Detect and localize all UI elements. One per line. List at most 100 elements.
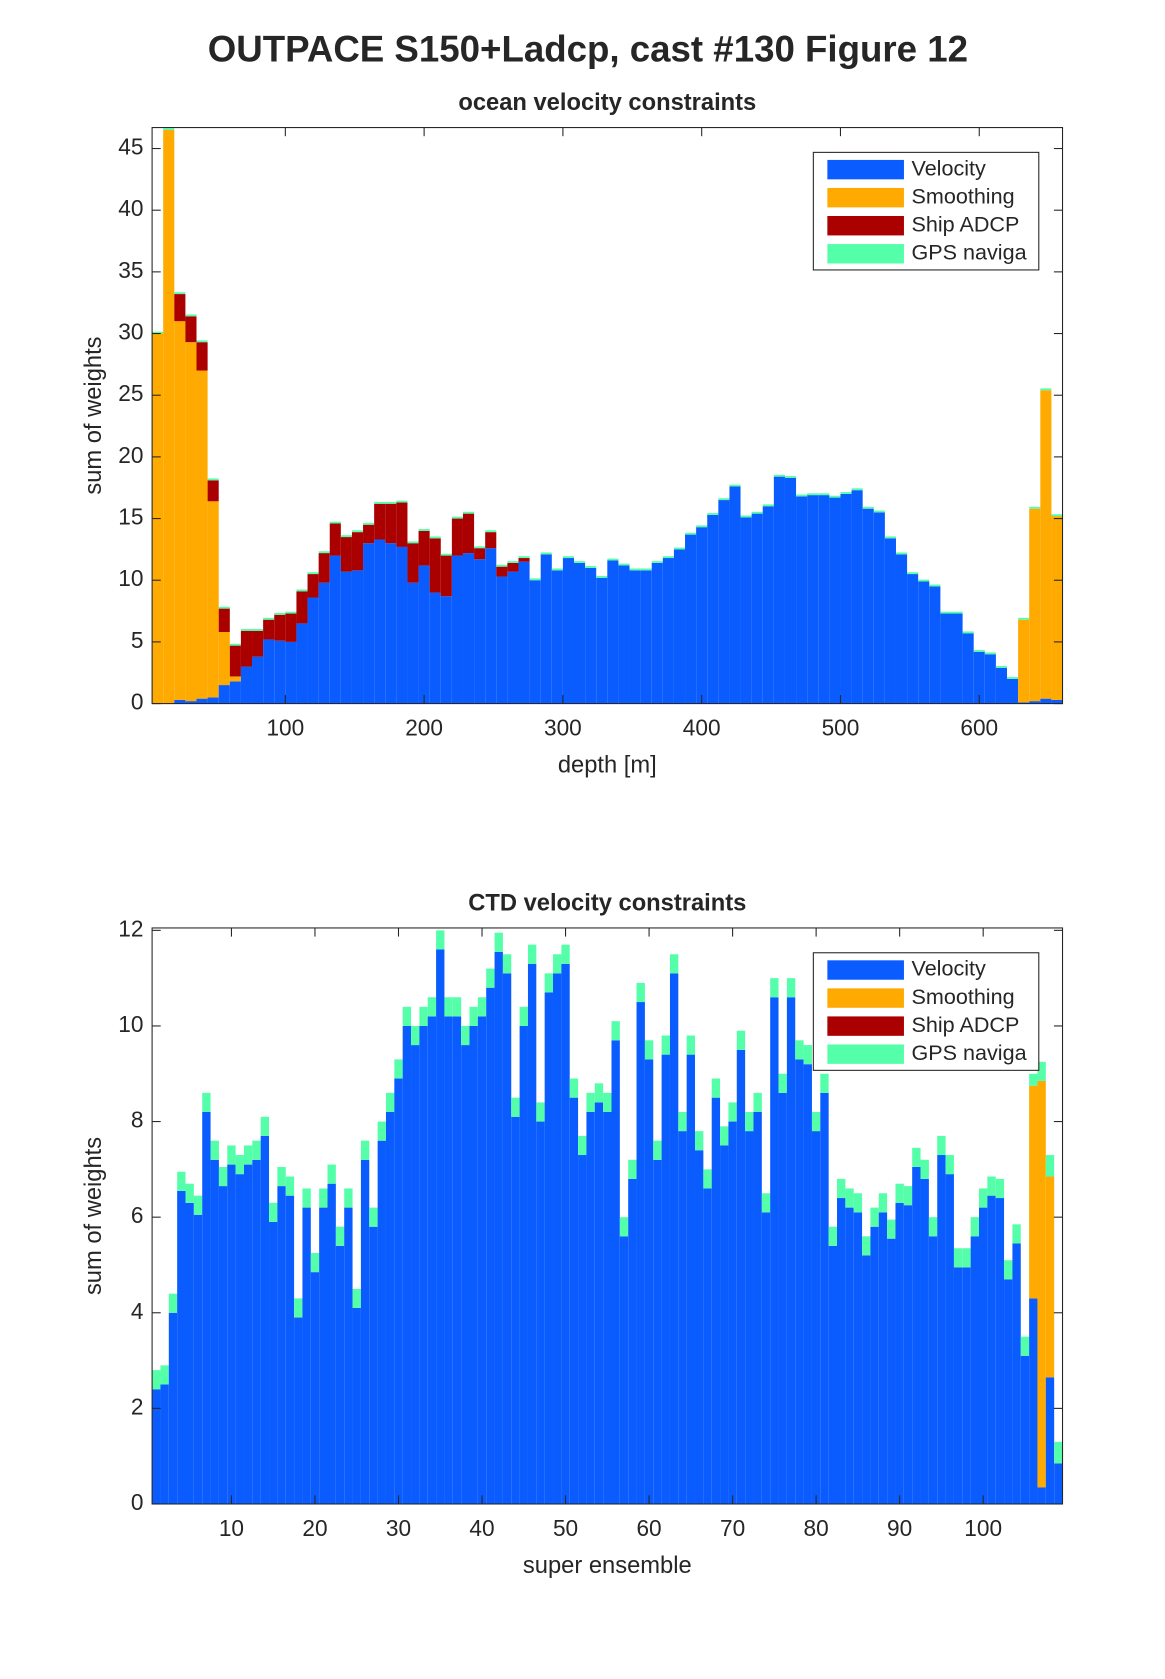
bar-segment bbox=[884, 536, 896, 539]
bar-segment bbox=[561, 944, 570, 964]
bar-segment bbox=[310, 1272, 320, 1504]
bar-segment bbox=[469, 1006, 478, 1026]
bar-segment bbox=[544, 973, 554, 993]
bar-segment bbox=[485, 548, 497, 704]
bar-segment bbox=[594, 1083, 604, 1103]
bar-segment bbox=[661, 1035, 670, 1055]
bar-segment bbox=[884, 538, 896, 704]
bar-segment bbox=[436, 949, 445, 1504]
bar-segment bbox=[218, 632, 230, 686]
axes-box bbox=[151, 927, 1064, 1505]
bar-segment bbox=[385, 1092, 395, 1112]
bar-segment bbox=[1051, 516, 1063, 700]
bar-segment bbox=[196, 340, 208, 343]
x-axis-label: super ensemble bbox=[523, 1553, 692, 1579]
bar-segment bbox=[229, 645, 241, 677]
bar-segment bbox=[803, 1045, 812, 1065]
bar-segment bbox=[619, 1217, 629, 1237]
bar-segment bbox=[518, 558, 530, 562]
bar-segment bbox=[352, 1307, 361, 1504]
bar-segment bbox=[307, 572, 319, 575]
bar-segment bbox=[773, 474, 785, 477]
bar-segment bbox=[363, 524, 375, 544]
bar-segment bbox=[862, 508, 874, 704]
bar-segment bbox=[720, 1145, 729, 1504]
y-tick-label: 15 bbox=[118, 504, 143, 530]
bar-segment bbox=[360, 1159, 370, 1504]
bar-segment bbox=[586, 1092, 595, 1112]
bar-segment bbox=[260, 1135, 270, 1504]
bar-segment bbox=[596, 577, 608, 704]
bar-segment bbox=[486, 968, 495, 988]
bar-segment bbox=[477, 997, 487, 1017]
bar-segment bbox=[411, 1025, 420, 1046]
bar-segment bbox=[1018, 702, 1030, 704]
bar-segment bbox=[285, 1195, 295, 1504]
bar-segment bbox=[551, 568, 563, 571]
bar-segment bbox=[651, 562, 663, 704]
bar-segment bbox=[185, 342, 197, 702]
bar-segment bbox=[269, 1221, 278, 1504]
bar-segment bbox=[673, 549, 686, 704]
bar-segment bbox=[644, 1059, 654, 1504]
bar-segment bbox=[240, 628, 253, 631]
bar-segment bbox=[540, 554, 552, 704]
bar-segment bbox=[685, 534, 697, 704]
bar-segment bbox=[518, 556, 530, 559]
bar-segment bbox=[887, 1238, 896, 1504]
bar-segment bbox=[912, 1166, 921, 1504]
bar-segment bbox=[703, 1169, 712, 1189]
y-tick-label: 45 bbox=[118, 134, 143, 160]
bar-segment bbox=[653, 1140, 662, 1160]
bar-segment bbox=[462, 513, 475, 554]
bar-segment bbox=[862, 1255, 871, 1504]
bar-segment bbox=[207, 478, 219, 481]
bar-segment bbox=[907, 574, 919, 704]
bar-segment bbox=[202, 1092, 211, 1112]
bar-segment bbox=[870, 1207, 879, 1227]
bar-segment bbox=[285, 613, 297, 642]
bar-segment bbox=[786, 978, 796, 998]
bar-segment bbox=[540, 552, 552, 555]
bar-segment bbox=[695, 1131, 704, 1151]
bar-segment bbox=[820, 1073, 829, 1093]
bar-segment bbox=[385, 503, 397, 544]
y-tick-label: 10 bbox=[118, 565, 143, 591]
bar-segment bbox=[452, 1016, 462, 1504]
bar-segment bbox=[669, 954, 679, 974]
bar-segment bbox=[277, 1186, 286, 1504]
bar-segment bbox=[987, 1195, 996, 1504]
bar-segment bbox=[494, 951, 503, 1504]
bar-segment bbox=[474, 548, 486, 560]
bar-segment bbox=[1037, 1487, 1046, 1504]
bar-segment bbox=[527, 963, 537, 1504]
bar-segment bbox=[374, 539, 386, 704]
legend-label: Velocity bbox=[912, 155, 987, 180]
bar-segment bbox=[277, 1166, 286, 1187]
bar-segment bbox=[603, 1111, 612, 1504]
bar-segment bbox=[920, 1159, 929, 1179]
bar-segment bbox=[235, 1155, 244, 1175]
bar-segment bbox=[778, 1092, 787, 1504]
bar-segment bbox=[807, 495, 819, 704]
bar-segment bbox=[494, 932, 503, 952]
bar-segment bbox=[686, 1054, 696, 1504]
bar-segment bbox=[678, 1111, 687, 1132]
x-tick-label: 100 bbox=[266, 714, 304, 740]
x-tick-label: 300 bbox=[544, 714, 582, 740]
axes-box bbox=[151, 127, 1064, 705]
bar-segment bbox=[274, 612, 286, 615]
bar-segment bbox=[385, 1111, 395, 1504]
bar-segment bbox=[594, 1102, 604, 1504]
bar-segment bbox=[360, 1140, 370, 1160]
bar-segment bbox=[174, 321, 186, 700]
bar-segment bbox=[177, 1190, 186, 1504]
bar-segment bbox=[1007, 678, 1019, 704]
bar-segment bbox=[274, 614, 286, 641]
bar-segment bbox=[811, 1131, 821, 1504]
y-tick-label: 10 bbox=[118, 1011, 143, 1037]
bar-segment bbox=[736, 1030, 746, 1050]
bar-segment bbox=[274, 640, 286, 704]
bar-segment bbox=[753, 1092, 762, 1112]
bar-segment bbox=[260, 1116, 270, 1136]
